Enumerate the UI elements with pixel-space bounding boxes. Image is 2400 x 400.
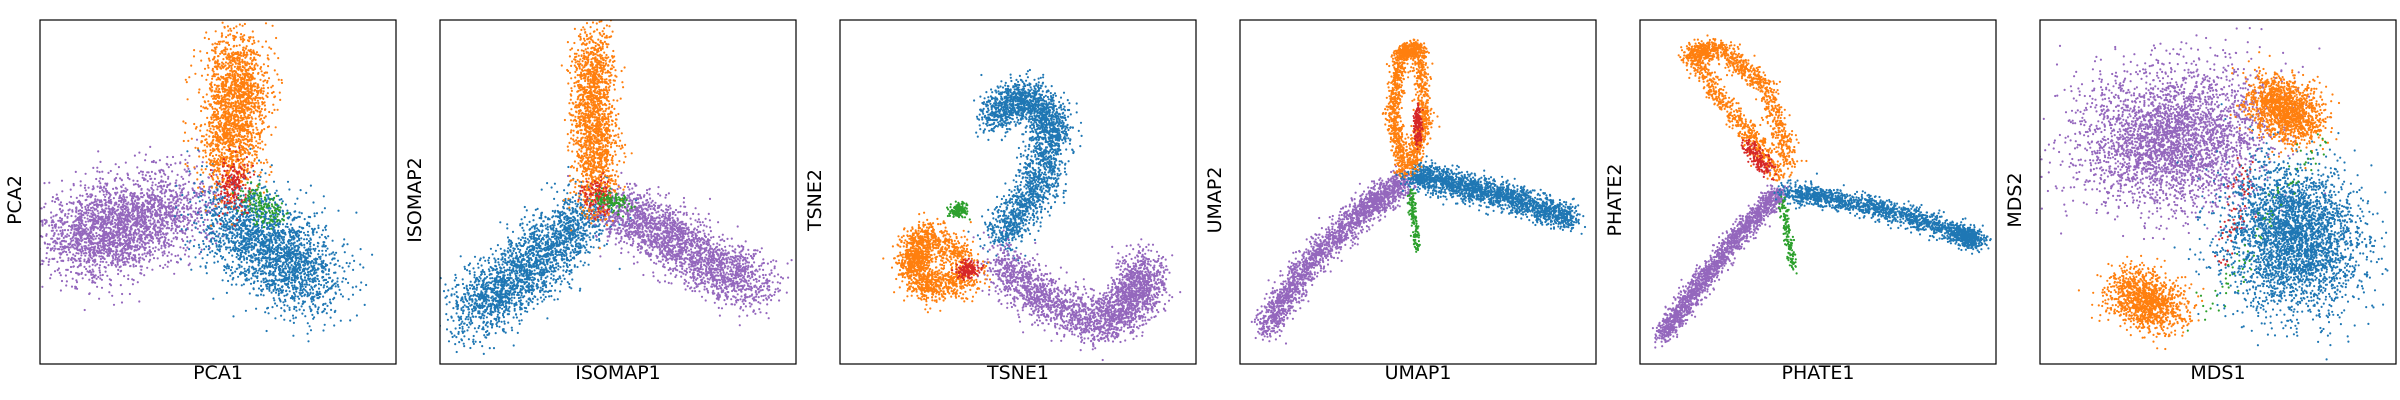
cluster-blue xyxy=(967,69,1082,264)
y-axis-label: TSNE2 xyxy=(804,50,826,350)
scatter-point xyxy=(1773,173,2000,255)
scatter-point xyxy=(1652,169,1790,348)
cluster-orange xyxy=(1382,38,1441,178)
panel-tsne: TSNE1 TSNE2 xyxy=(800,0,1200,400)
x-axis-label: TSNE1 xyxy=(840,362,1196,384)
cluster-green xyxy=(1778,196,1798,275)
scatter-plot xyxy=(0,0,400,400)
cluster-blue xyxy=(1773,173,2000,255)
panel-umap: UMAP1 UMAP2 xyxy=(1200,0,1600,400)
scatter-point xyxy=(963,229,1181,361)
panel-isomap: ISOMAP1 ISOMAP2 xyxy=(400,0,800,400)
scatter-plot xyxy=(1200,0,1600,400)
x-axis-label: PCA1 xyxy=(40,362,396,384)
cluster-orange xyxy=(2078,255,2205,350)
scatter-plot xyxy=(1600,0,2000,400)
x-axis-label: PHATE1 xyxy=(1640,362,1996,384)
panel-mds: MDS1 MDS2 xyxy=(2000,0,2400,400)
y-axis-label: PCA2 xyxy=(4,50,26,350)
x-axis-label: MDS1 xyxy=(2040,362,2396,384)
scatter-plot xyxy=(2000,0,2400,400)
scatter-point xyxy=(174,148,373,343)
y-axis-label: UMAP2 xyxy=(1204,50,1226,350)
scatter-plot xyxy=(400,0,800,400)
cluster-purple xyxy=(963,229,1181,361)
y-axis-label: PHATE2 xyxy=(1604,50,1626,350)
scatter-point xyxy=(2078,255,2205,350)
scatter-point xyxy=(882,212,991,314)
x-axis-label: UMAP1 xyxy=(1240,362,1596,384)
y-axis-label: MDS2 xyxy=(2004,50,2026,350)
cluster-green xyxy=(946,201,971,221)
panel-phate: PHATE1 PHATE2 xyxy=(1600,0,2000,400)
axes-frame xyxy=(40,20,396,364)
scatter-point xyxy=(1251,164,1418,345)
scatter-point xyxy=(1382,38,1441,178)
panel-pca: PCA1 PCA2 xyxy=(0,0,400,400)
cluster-orange xyxy=(1678,34,1808,181)
scatter-point xyxy=(946,201,971,221)
scatter-plot xyxy=(800,0,1200,400)
cluster-blue xyxy=(174,148,373,343)
scatter-point xyxy=(1778,196,1798,275)
x-axis-label: ISOMAP1 xyxy=(440,362,796,384)
y-axis-label: ISOMAP2 xyxy=(404,50,426,350)
scatter-point xyxy=(1678,34,1808,181)
scatter-point xyxy=(1407,188,1421,253)
cluster-purple xyxy=(1652,169,1790,348)
scatter-point xyxy=(1396,155,1587,235)
scatter-point xyxy=(967,69,1082,264)
cluster-blue xyxy=(1396,155,1587,235)
cluster-orange xyxy=(2230,51,2341,169)
cluster-orange xyxy=(882,212,991,314)
scatter-point xyxy=(2230,51,2341,169)
cluster-green xyxy=(1407,188,1421,253)
cluster-purple xyxy=(1251,164,1418,345)
